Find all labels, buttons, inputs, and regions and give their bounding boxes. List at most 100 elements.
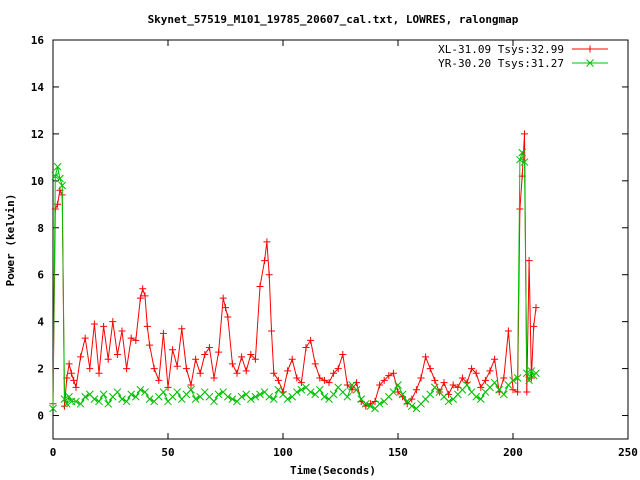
data-point-0-39 xyxy=(196,369,204,377)
data-point-1-94 xyxy=(463,381,471,389)
data-point-1-34 xyxy=(187,385,195,394)
legend-swatch-xl xyxy=(572,45,608,53)
data-point-1-42 xyxy=(223,392,232,401)
data-point-1-51 xyxy=(265,392,274,401)
data-point-1-96 xyxy=(472,392,481,401)
data-point-0-72 xyxy=(334,365,342,373)
data-point-0-97 xyxy=(449,381,457,389)
data-point-0-16 xyxy=(100,322,108,330)
y-axis-label: Power (kelvin) xyxy=(4,194,17,287)
data-point-0-102 xyxy=(472,369,480,377)
data-point-0-13 xyxy=(86,365,94,373)
data-point-0-99 xyxy=(458,374,466,382)
data-point-1-100 xyxy=(490,378,499,387)
data-point-0-109 xyxy=(504,327,512,335)
data-point-0-65 xyxy=(302,343,310,351)
data-point-1-11 xyxy=(81,392,90,401)
data-point-1-35 xyxy=(191,395,200,403)
data-point-1-106 xyxy=(516,155,524,164)
data-point-1-90 xyxy=(444,397,453,406)
data-point-0-115 xyxy=(523,388,531,396)
data-point-0-101 xyxy=(468,365,476,373)
data-point-0-92 xyxy=(426,365,434,373)
y-tick-label-8: 8 xyxy=(37,222,44,235)
data-point-1-10 xyxy=(76,399,85,408)
x-tick-label-200: 200 xyxy=(503,446,523,459)
data-point-0-42 xyxy=(210,374,218,382)
legend-label-yr: YR-30.20 Tsys:31.27 xyxy=(438,57,564,70)
data-point-0-70 xyxy=(325,379,333,387)
data-point-0-105 xyxy=(486,367,494,375)
data-point-0-116 xyxy=(525,257,533,265)
data-point-1-78 xyxy=(389,388,398,396)
y-tick-label-6: 6 xyxy=(37,269,44,282)
data-point-0-44 xyxy=(219,294,227,302)
data-point-1-47 xyxy=(246,395,255,403)
data-point-0-45 xyxy=(222,304,229,312)
data-point-0-33 xyxy=(169,346,177,354)
y-tick-label-4: 4 xyxy=(37,316,44,329)
data-point-0-15 xyxy=(95,369,103,377)
data-point-0-64 xyxy=(297,379,305,387)
data-point-0-95 xyxy=(440,379,448,387)
y-axis: 0 2 4 6 8 10 12 14 16 xyxy=(31,34,628,423)
data-point-0-41 xyxy=(205,343,213,351)
data-point-0-53 xyxy=(256,282,264,290)
data-point-0-14 xyxy=(90,320,98,328)
data-point-1-1 xyxy=(51,172,60,180)
data-point-0-7 xyxy=(65,360,73,368)
data-point-0-84 xyxy=(389,369,397,377)
data-point-0-82 xyxy=(380,376,388,384)
data-point-0-52 xyxy=(251,355,259,363)
data-point-1-52 xyxy=(269,395,278,403)
data-point-1-43 xyxy=(228,395,237,403)
data-point-0-34 xyxy=(173,362,181,370)
y-tick-label-0: 0 xyxy=(37,410,44,423)
data-point-0-21 xyxy=(123,365,131,373)
data-point-1-25 xyxy=(145,395,154,403)
y-tick-label-14: 14 xyxy=(31,81,45,94)
data-point-0-29 xyxy=(150,365,158,373)
data-point-0-48 xyxy=(233,369,241,377)
x-tick-label-50: 50 xyxy=(161,446,174,459)
legend-entry-yr: YR-30.20 Tsys:31.27 xyxy=(438,57,608,70)
data-point-1-9 xyxy=(72,397,80,406)
data-point-0-66 xyxy=(307,336,315,344)
data-point-1-49 xyxy=(256,390,264,399)
data-point-1-22 xyxy=(131,392,140,401)
data-point-1-79 xyxy=(394,381,402,389)
data-point-1-75 xyxy=(375,399,384,408)
data-point-0-104 xyxy=(481,376,489,384)
data-point-1-0 xyxy=(49,404,57,413)
series-layer xyxy=(49,130,540,413)
data-point-1-107 xyxy=(518,148,527,157)
x-tick-label-0: 0 xyxy=(50,446,57,459)
y-tick-label-12: 12 xyxy=(31,128,44,141)
data-point-0-22 xyxy=(127,334,135,342)
data-point-0-74 xyxy=(343,381,351,389)
data-point-0-31 xyxy=(159,329,167,337)
data-point-1-97 xyxy=(476,395,485,403)
data-point-1-105 xyxy=(513,374,522,382)
data-point-0-111 xyxy=(514,388,522,396)
legend-marker-1 xyxy=(586,59,594,67)
data-point-0-20 xyxy=(118,327,126,335)
data-point-1-39 xyxy=(210,397,218,406)
data-point-0-57 xyxy=(268,327,275,335)
data-point-0-25 xyxy=(139,285,147,293)
data-point-1-14 xyxy=(95,397,103,406)
data-point-1-18 xyxy=(113,388,122,396)
data-point-1-70 xyxy=(352,385,361,394)
data-point-1-57 xyxy=(292,388,301,396)
data-point-0-37 xyxy=(187,381,195,389)
data-point-1-15 xyxy=(99,390,108,399)
data-point-1-68 xyxy=(343,392,352,401)
data-point-0-55 xyxy=(263,238,271,246)
data-point-0-91 xyxy=(422,353,430,361)
data-point-0-81 xyxy=(376,381,384,389)
data-point-0-19 xyxy=(113,351,121,359)
data-point-1-58 xyxy=(297,385,306,394)
data-point-1-3 xyxy=(56,174,64,183)
data-point-0-63 xyxy=(293,374,301,382)
data-point-0-118 xyxy=(530,322,538,330)
